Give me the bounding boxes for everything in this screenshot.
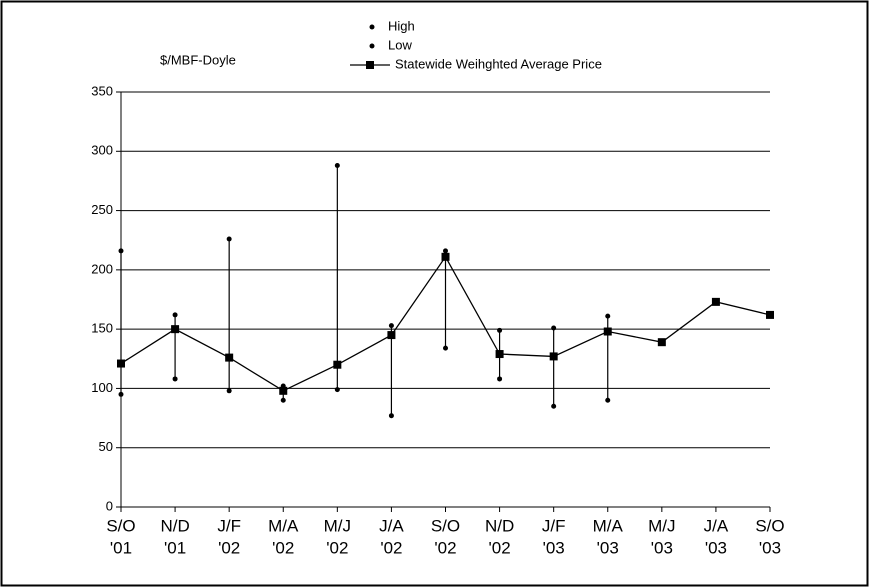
- x-tick-label: J/A: [704, 516, 729, 535]
- data-point: [333, 360, 342, 369]
- data-point: [387, 331, 396, 340]
- y-tick-label: 0: [106, 498, 113, 513]
- data-point: [497, 376, 503, 382]
- data-point: [551, 325, 557, 331]
- x-tick-label: M/J: [648, 516, 675, 535]
- data-point: [279, 386, 288, 395]
- data-point: [605, 313, 611, 319]
- x-tick-label: S/O: [755, 516, 784, 535]
- data-point: [443, 345, 448, 351]
- x-tick-label: '03: [651, 538, 673, 557]
- legend-label: Low: [388, 37, 412, 52]
- y-tick-label: 200: [91, 261, 113, 276]
- legend-label: High: [388, 18, 415, 33]
- x-tick-label: S/O: [106, 516, 135, 535]
- data-point: [388, 323, 394, 329]
- x-tick-label: S/O: [431, 516, 460, 535]
- data-point: [171, 325, 180, 334]
- data-point: [766, 310, 774, 319]
- data-point: [118, 391, 124, 397]
- legend-marker: [366, 61, 374, 69]
- data-point: [280, 397, 286, 403]
- y-tick-label: 250: [91, 202, 113, 217]
- y-tick-label: 100: [91, 380, 113, 395]
- x-tick-label: M/A: [268, 516, 299, 535]
- data-point: [388, 413, 394, 419]
- data-point: [443, 248, 448, 254]
- legend-marker: [369, 43, 375, 49]
- data-point: [172, 376, 178, 382]
- x-tick-label: J/A: [379, 516, 404, 535]
- data-point: [603, 327, 612, 336]
- x-tick-label: '01: [164, 538, 186, 557]
- x-tick-label: '02: [272, 538, 294, 557]
- x-tick-label: M/J: [324, 516, 351, 535]
- data-point: [605, 397, 611, 403]
- x-tick-label: '02: [326, 538, 348, 557]
- x-tick-label: '01: [110, 538, 132, 557]
- data-point: [551, 403, 557, 409]
- data-point: [225, 353, 234, 362]
- data-point: [657, 338, 666, 347]
- data-point: [334, 387, 340, 393]
- y-tick-label: 50: [99, 439, 113, 454]
- data-point: [441, 252, 450, 261]
- x-tick-label: '02: [380, 538, 402, 557]
- data-point: [495, 350, 504, 359]
- legend-label: Statewide Weihghted Average Price: [395, 56, 602, 71]
- data-point: [226, 388, 232, 394]
- x-tick-label: '03: [705, 538, 727, 557]
- y-tick-label: 150: [91, 321, 113, 336]
- x-tick-label: N/D: [485, 516, 514, 535]
- x-tick-label: M/A: [593, 516, 624, 535]
- x-tick-label: '02: [218, 538, 240, 557]
- data-point: [497, 327, 503, 333]
- x-tick-label: J/F: [542, 516, 566, 535]
- data-point: [226, 236, 232, 242]
- x-tick-label: N/D: [160, 516, 189, 535]
- x-tick-label: '03: [543, 538, 565, 557]
- data-point: [118, 248, 124, 254]
- x-tick-label: J/F: [217, 516, 241, 535]
- x-tick-label: '02: [434, 538, 456, 557]
- y-tick-label: 350: [91, 83, 113, 98]
- data-point: [172, 312, 178, 318]
- x-tick-label: '02: [489, 538, 511, 557]
- data-point: [117, 359, 125, 368]
- data-point: [334, 163, 340, 169]
- data-point: [711, 297, 720, 306]
- y-tick-label: 300: [91, 143, 113, 158]
- y-axis-label: $/MBF-Doyle: [160, 52, 236, 67]
- legend-marker: [369, 24, 375, 30]
- x-tick-label: '03: [597, 538, 619, 557]
- x-tick-label: '03: [759, 538, 781, 557]
- data-point: [549, 352, 558, 361]
